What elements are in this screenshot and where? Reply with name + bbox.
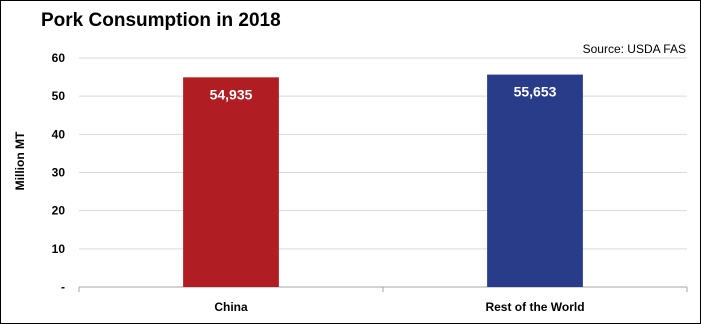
- y-tick-label: 60: [52, 51, 66, 65]
- data-label: 54,935: [210, 86, 253, 102]
- y-tick-label: 10: [52, 242, 66, 256]
- y-tick-label: 30: [52, 166, 66, 180]
- bar: [487, 74, 583, 287]
- bar: [183, 77, 279, 287]
- data-label: 55,653: [514, 84, 557, 100]
- y-tick-label: 40: [52, 127, 66, 141]
- chart-title: Pork Consumption in 2018: [41, 10, 281, 31]
- source-note: Source: USDA FAS: [582, 42, 686, 56]
- y-tick-label: 20: [52, 204, 66, 218]
- y-tick-label: -: [61, 280, 65, 294]
- x-tick-label: China: [214, 300, 248, 314]
- y-tick-label: 50: [52, 89, 66, 103]
- x-tick-label: Rest of the World: [485, 300, 584, 314]
